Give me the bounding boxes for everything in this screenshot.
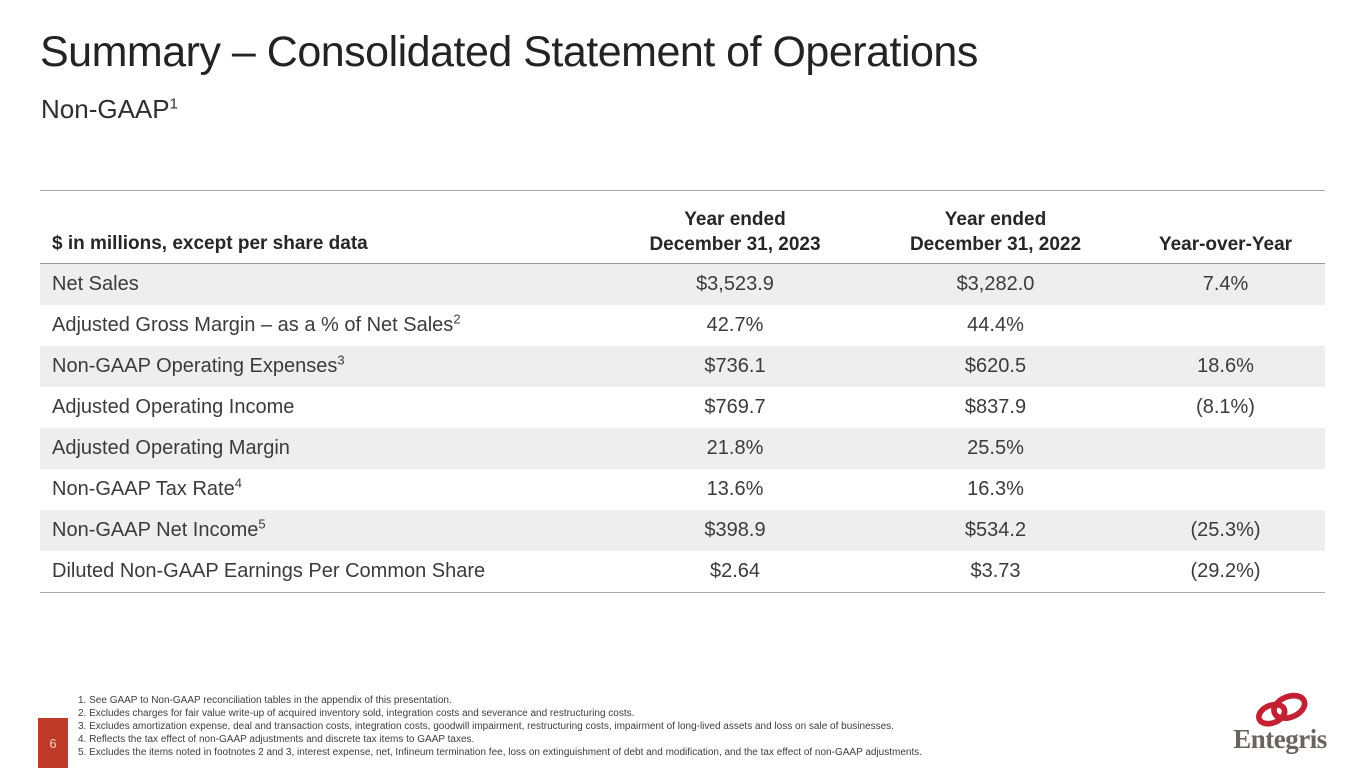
table-row: Diluted Non-GAAP Earnings Per Common Sha… bbox=[40, 551, 1325, 592]
value-yoy: (29.2%) bbox=[1190, 560, 1261, 582]
row-footnote-ref: 2 bbox=[453, 311, 461, 327]
slide-subtitle-text: Non-GAAP bbox=[41, 94, 170, 124]
row-footnote-ref: 4 bbox=[234, 475, 242, 491]
value-yoy: 18.6% bbox=[1197, 355, 1254, 377]
table-row: Adjusted Operating Income $769.7 $837.9 … bbox=[40, 387, 1325, 428]
column-header-year-2023: Year ended December 31, 2023 bbox=[605, 207, 865, 263]
table-row: Adjusted Operating Margin 21.8% 25.5% bbox=[40, 428, 1325, 469]
table-body: Net Sales $3,523.9 $3,282.0 7.4% Adjuste… bbox=[40, 264, 1325, 592]
column-header-metric: $ in millions, except per share data bbox=[52, 233, 368, 254]
value-2023: 21.8% bbox=[706, 437, 764, 459]
value-yoy: (8.1%) bbox=[1196, 396, 1255, 418]
value-2022: $837.9 bbox=[964, 396, 1027, 418]
value-2022: 25.5% bbox=[967, 437, 1024, 459]
value-2022: $3.73 bbox=[970, 560, 1021, 582]
slide-subtitle: Non-GAAP1 bbox=[41, 94, 178, 125]
column-header-yoy: Year-over-Year bbox=[1158, 234, 1293, 255]
row-label-text: Non-GAAP Operating Expenses bbox=[52, 355, 338, 377]
footnotes: 1. See GAAP to Non-GAAP reconciliation t… bbox=[78, 694, 922, 759]
entegris-logo-text: Entegris bbox=[1233, 724, 1327, 754]
page-number-badge: 6 bbox=[38, 718, 68, 768]
row-label: Non-GAAP Operating Expenses3 bbox=[40, 352, 605, 378]
value-2022: $3,282.0 bbox=[956, 273, 1035, 295]
column-header-2023-line2: December 31, 2023 bbox=[649, 234, 821, 255]
value-2023: $736.1 bbox=[704, 355, 766, 377]
table-row: Non-GAAP Tax Rate4 13.6% 16.3% bbox=[40, 469, 1325, 510]
row-label-text: Non-GAAP Net Income bbox=[52, 519, 259, 541]
value-yoy: (25.3%) bbox=[1190, 519, 1261, 541]
value-2022: $620.5 bbox=[964, 355, 1027, 377]
row-label: Non-GAAP Net Income5 bbox=[40, 516, 605, 542]
row-label: Adjusted Gross Margin – as a % of Net Sa… bbox=[40, 311, 605, 337]
table-header-row: $ in millions, except per share data Yea… bbox=[40, 191, 1325, 264]
row-label-text: Net Sales bbox=[52, 273, 139, 295]
entegris-rings-icon bbox=[1256, 692, 1308, 727]
column-header-year-2022: Year ended December 31, 2022 bbox=[865, 207, 1126, 263]
row-label: Net Sales bbox=[40, 273, 605, 296]
row-footnote-ref: 5 bbox=[258, 516, 266, 532]
row-label-text: Adjusted Operating Income bbox=[52, 396, 295, 418]
subtitle-footnote-ref: 1 bbox=[169, 95, 178, 113]
value-2023: $3,523.9 bbox=[696, 273, 774, 295]
financial-table: $ in millions, except per share data Yea… bbox=[40, 190, 1325, 593]
table-row: Non-GAAP Net Income5 $398.9 $534.2 (25.3… bbox=[40, 510, 1325, 551]
value-2022: 44.4% bbox=[967, 314, 1024, 336]
footnote-line: 2. Excludes charges for fair value write… bbox=[78, 708, 635, 719]
value-2022: $534.2 bbox=[964, 519, 1027, 541]
value-2023: 13.6% bbox=[706, 478, 764, 500]
row-label-text: Non-GAAP Tax Rate bbox=[52, 478, 235, 500]
value-2023: $398.9 bbox=[704, 519, 766, 541]
table-row: Adjusted Gross Margin – as a % of Net Sa… bbox=[40, 305, 1325, 346]
footnote-line: 5. Excludes the items noted in footnotes… bbox=[78, 747, 923, 758]
entegris-logo: Entegris bbox=[1224, 692, 1336, 755]
row-label-text: Adjusted Gross Margin – as a % of Net Sa… bbox=[52, 314, 454, 336]
footnote-line: 1. See GAAP to Non-GAAP reconciliation t… bbox=[78, 695, 452, 706]
table-row: Non-GAAP Operating Expenses3 $736.1 $620… bbox=[40, 346, 1325, 387]
row-label: Adjusted Operating Margin bbox=[40, 437, 605, 460]
page-title: Summary – Consolidated Statement of Oper… bbox=[40, 28, 978, 76]
footnote-line: 3. Excludes amortization expense, deal a… bbox=[78, 721, 894, 732]
row-label-text: Diluted Non-GAAP Earnings Per Common Sha… bbox=[52, 560, 486, 582]
row-label-text: Adjusted Operating Margin bbox=[52, 437, 290, 459]
value-yoy: 7.4% bbox=[1202, 273, 1249, 295]
footnote-line: 4. Reflects the tax effect of non-GAAP a… bbox=[78, 734, 475, 745]
value-2022: 16.3% bbox=[967, 478, 1024, 500]
row-footnote-ref: 3 bbox=[337, 352, 345, 368]
column-header-2022-line1: Year ended bbox=[944, 209, 1047, 230]
column-header-2023-line1: Year ended bbox=[684, 209, 786, 230]
row-label: Diluted Non-GAAP Earnings Per Common Sha… bbox=[40, 560, 605, 583]
column-header-2022-line2: December 31, 2022 bbox=[909, 234, 1082, 255]
row-label: Adjusted Operating Income bbox=[40, 396, 605, 419]
row-label: Non-GAAP Tax Rate4 bbox=[40, 475, 605, 501]
value-2023: $769.7 bbox=[704, 396, 766, 418]
table-row: Net Sales $3,523.9 $3,282.0 7.4% bbox=[40, 264, 1325, 305]
value-2023: $2.64 bbox=[709, 560, 761, 582]
value-2023: 42.7% bbox=[706, 314, 764, 336]
